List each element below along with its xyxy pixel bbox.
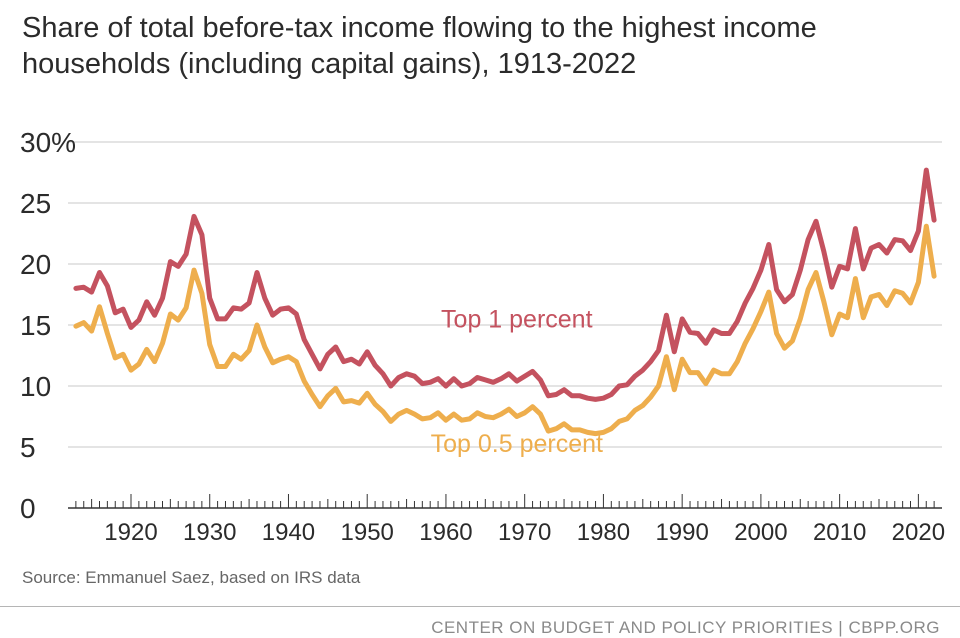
footer-credit: CENTER ON BUDGET AND POLICY PRIORITIES |…	[431, 618, 940, 637]
x-tick-label: 2020	[892, 519, 945, 546]
x-tick-label: 1940	[262, 519, 315, 546]
y-tick-label: 0	[20, 493, 36, 524]
x-tick-label: 2010	[813, 519, 866, 546]
chart-title-line-1: Share of total before-tax income flowing…	[22, 12, 817, 44]
source-note: Source: Emmanuel Saez, based on IRS data	[22, 568, 361, 587]
y-tick-label: 20	[20, 249, 51, 280]
label-top-0-5-percent: Top 0.5 percent	[431, 430, 603, 458]
x-tick-label: 1980	[577, 519, 630, 546]
y-tick-label: 25	[20, 188, 51, 219]
x-tick-label: 1920	[104, 519, 157, 546]
chart-title-line-2: households (including capital gains), 19…	[22, 48, 637, 80]
x-tick-label: 1960	[419, 519, 472, 546]
y-tick-label: 15	[20, 310, 51, 341]
x-tick-label: 1970	[498, 519, 551, 546]
y-axis-tick-labels: 0 5 10 15 20 25 30%	[20, 127, 76, 524]
chart-title: Share of total before-tax income flowing…	[22, 10, 942, 82]
series-line-top-1-percent	[73, 167, 937, 402]
series-line-top-0-5-percent	[73, 223, 937, 437]
gridlines	[68, 141, 942, 448]
x-tick-label: 1930	[183, 519, 236, 546]
x-tick-label: 1990	[655, 519, 708, 546]
series-lines	[73, 167, 937, 437]
y-tick-label: 5	[20, 432, 36, 463]
footer-divider	[0, 606, 960, 607]
label-top-1-percent: Top 1 percent	[441, 305, 593, 333]
series-labels: Top 1 percent Top 0.5 percent	[431, 305, 603, 457]
x-tick-label: 1950	[341, 519, 394, 546]
y-tick-label: 10	[20, 371, 51, 402]
x-axis: 1920 1930 1940 1950 1960 1970 1980 1990 2000 2010…	[68, 494, 945, 546]
y-tick-label: 30%	[20, 127, 76, 158]
x-tick-label: 2000	[734, 519, 787, 546]
